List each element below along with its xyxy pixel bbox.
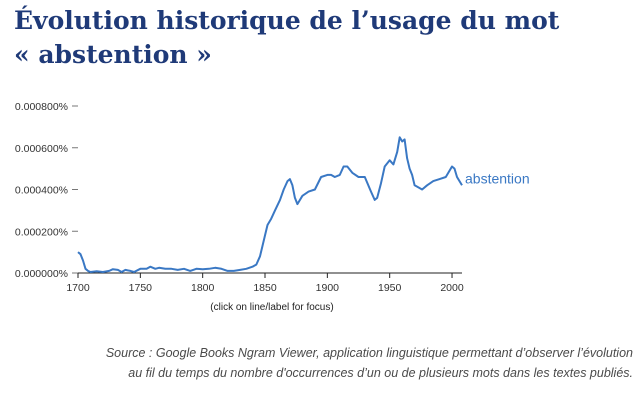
x-tick-label: 1900	[316, 282, 340, 294]
page-title: Évolution historique de l’usage du mot «…	[14, 4, 634, 72]
series-label-abstention[interactable]: abstention	[465, 170, 530, 186]
series-line-abstention[interactable]	[77, 136, 463, 273]
ngram-chart: 0.000000% 0.000200% 0.000400% 0.000600% 0.00…	[15, 101, 530, 313]
source-line-1: Source : Google Books Ngram Viewer, appl…	[105, 346, 633, 360]
source-caption: Source : Google Books Ngram Viewer, appl…	[13, 343, 633, 383]
title-line-1: Évolution historique de l’usage du mot	[14, 6, 560, 35]
x-tick-label: 2000	[440, 282, 464, 294]
y-tick-label: 0.000000%	[15, 268, 68, 280]
y-axis: 0.000000% 0.000200% 0.000400% 0.000600% 0.00…	[15, 101, 78, 280]
x-tick-label: 1800	[191, 282, 215, 294]
focus-hint: (click on line/label for focus)	[210, 302, 333, 313]
y-tick-label: 0.000400%	[15, 185, 68, 197]
series-layer[interactable]: abstention	[77, 136, 530, 273]
title-line-2: « abstention »	[14, 40, 212, 69]
y-tick-label: 0.000200%	[15, 226, 68, 238]
x-axis: 1700 1750 1800 1850 1900 1950 2000	[66, 272, 464, 294]
x-tick-label: 1750	[129, 282, 153, 294]
x-tick-label: 1850	[253, 282, 277, 294]
x-tick-label: 1700	[66, 282, 90, 294]
x-tick-label: 1950	[378, 282, 402, 294]
y-tick-label: 0.000800%	[15, 101, 68, 113]
source-line-2: au fil du temps du nombre d'occurrences …	[128, 366, 633, 380]
y-tick-label: 0.000600%	[15, 143, 68, 155]
